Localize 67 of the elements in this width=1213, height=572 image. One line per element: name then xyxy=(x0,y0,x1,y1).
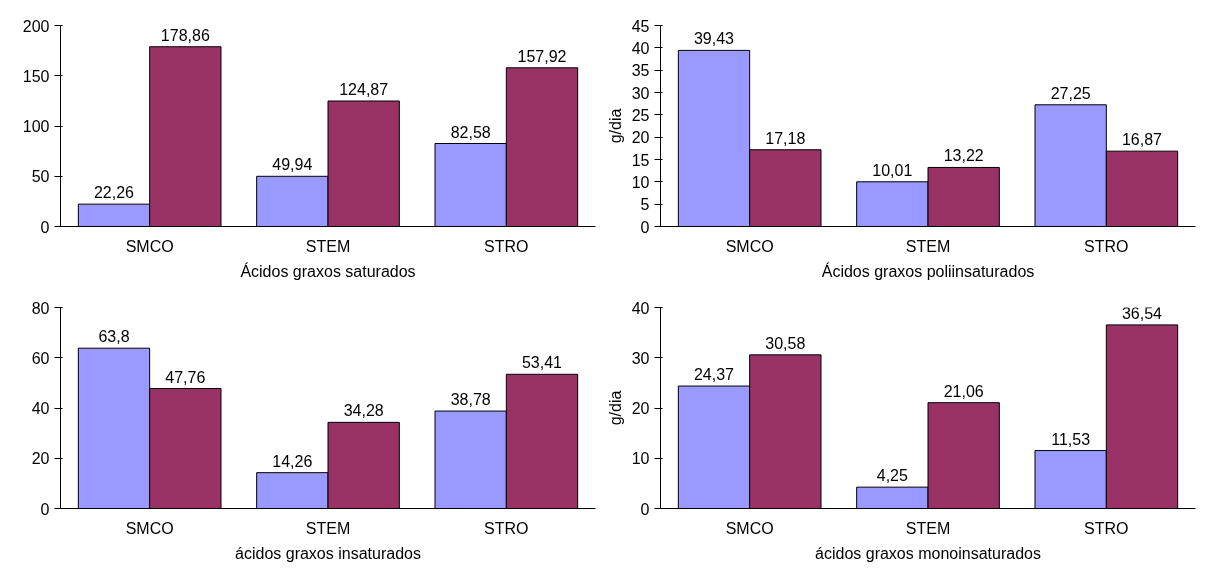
y-tick-label: 80 xyxy=(31,299,50,317)
y-tick-label: 30 xyxy=(631,84,650,102)
data-label: 49,94 xyxy=(272,156,313,174)
data-label: 53,41 xyxy=(521,354,563,372)
x-tick-label: STEM xyxy=(905,237,951,255)
y-tick-label: 200 xyxy=(22,17,50,35)
data-label: 24,37 xyxy=(693,366,735,384)
data-label: 13,22 xyxy=(943,147,984,165)
y-tick-label: 5 xyxy=(640,196,650,214)
x-tick-label: STRO xyxy=(1084,237,1129,255)
y-tick-label: 10 xyxy=(631,450,650,468)
y-tick-label: 20 xyxy=(631,129,650,147)
y-tick-label: 25 xyxy=(631,106,650,124)
y-tick-label: 15 xyxy=(631,151,650,169)
x-axis-title: Ácidos graxos poliinsaturados xyxy=(821,261,1035,280)
data-label: 36,54 xyxy=(1121,304,1163,322)
y-tick-label: 0 xyxy=(640,500,650,518)
y-tick-label: 45 xyxy=(631,17,650,35)
x-tick-label: STEM xyxy=(305,237,351,255)
data-label: 21,06 xyxy=(943,382,984,400)
data-label: 22,26 xyxy=(93,184,135,202)
y-tick-label: 30 xyxy=(631,349,650,367)
y-tick-label: 20 xyxy=(31,450,50,468)
data-label: 30,58 xyxy=(765,334,806,352)
y-tick-label: 0 xyxy=(640,218,650,236)
y-tick-label: 50 xyxy=(31,168,50,186)
data-label: 124,87 xyxy=(339,81,389,99)
data-label: 39,43 xyxy=(693,30,735,48)
y-tick-label: 40 xyxy=(631,39,650,57)
data-label: 14,26 xyxy=(272,452,313,470)
x-tick-label: STRO xyxy=(484,237,529,255)
y-axis-title: g/dia xyxy=(606,108,624,144)
data-label: 38,78 xyxy=(450,391,491,409)
x-tick-label: STRO xyxy=(484,519,529,537)
data-label: 178,86 xyxy=(160,26,210,44)
data-label: 11,53 xyxy=(1051,430,1091,448)
data-label: 47,76 xyxy=(165,368,206,386)
x-tick-label: SMCO xyxy=(125,519,174,537)
y-axis-title: g/dia xyxy=(606,390,624,426)
x-tick-label: SMCO xyxy=(725,237,774,255)
x-axis-title: ácidos graxos monoinsaturados xyxy=(815,544,1041,562)
y-tick-label: 10 xyxy=(631,173,650,191)
y-tick-label: 60 xyxy=(31,349,50,367)
data-label: 157,92 xyxy=(517,47,567,65)
data-label: 10,01 xyxy=(872,161,913,179)
y-tick-label: 35 xyxy=(631,62,650,80)
x-axis-title: ácidos graxos insaturados xyxy=(235,544,421,562)
y-tick-label: 100 xyxy=(22,118,50,135)
data-label: 63,8 xyxy=(98,328,130,346)
y-tick-label: 0 xyxy=(40,500,50,518)
y-tick-label: 40 xyxy=(31,400,50,417)
data-label: 16,87 xyxy=(1121,131,1163,149)
x-axis-title: Ácidos graxos saturados xyxy=(240,261,416,280)
x-tick-label: SMCO xyxy=(125,237,174,255)
data-label: 17,18 xyxy=(765,129,806,147)
data-label: 4,25 xyxy=(876,467,909,485)
data-label: 34,28 xyxy=(343,402,384,420)
x-tick-label: SMCO xyxy=(725,519,774,537)
y-tick-label: 150 xyxy=(22,67,50,85)
x-tick-label: STEM xyxy=(905,519,951,537)
data-label: 82,58 xyxy=(450,123,491,141)
y-tick-label: 20 xyxy=(631,400,650,417)
data-label: 27,25 xyxy=(1050,84,1091,102)
y-tick-label: 40 xyxy=(631,299,650,317)
x-tick-label: STEM xyxy=(305,519,351,537)
x-tick-label: STRO xyxy=(1084,519,1129,537)
y-tick-label: 0 xyxy=(40,218,50,236)
